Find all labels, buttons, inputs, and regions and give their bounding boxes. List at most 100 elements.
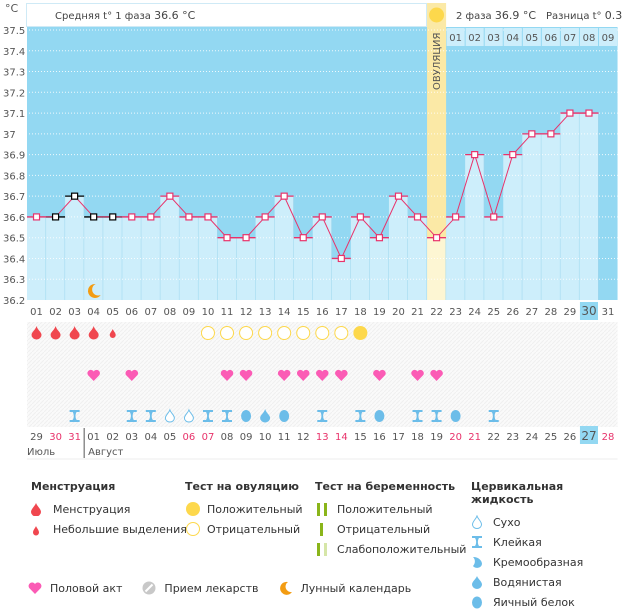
temperature-point[interactable] bbox=[223, 234, 231, 242]
temperature-bar bbox=[65, 196, 85, 300]
heart-icon bbox=[239, 369, 253, 381]
egg-white-icon bbox=[450, 410, 461, 422]
post-ovulation-cell bbox=[560, 28, 579, 46]
x-tick-label: 19 bbox=[373, 307, 386, 318]
temperature-point[interactable] bbox=[490, 213, 498, 221]
temperature-point[interactable] bbox=[394, 192, 403, 200]
ovulation-label: ОВУЛЯЦИЯ bbox=[432, 33, 443, 91]
calendar-date: 12 bbox=[297, 432, 310, 443]
phase1-value: 36.6 °C bbox=[154, 9, 195, 22]
temperature-point[interactable] bbox=[413, 213, 422, 221]
legend-label: Отрицательный bbox=[207, 522, 301, 536]
legend-pregnancy-test: Тест на беременность Положительный Отриц… bbox=[315, 480, 466, 559]
calendar-date: 21 bbox=[468, 432, 481, 443]
post-ovulation-day: 01 bbox=[449, 33, 462, 44]
x-tick-label: 06 bbox=[125, 307, 138, 318]
calendar-date: 17 bbox=[392, 432, 405, 443]
temperature-point[interactable] bbox=[547, 130, 555, 138]
temperature-point[interactable] bbox=[90, 213, 98, 221]
x-tick-label: 23 bbox=[449, 307, 462, 318]
legend-label: Отрицательный bbox=[337, 522, 431, 536]
temperature-point[interactable] bbox=[166, 192, 174, 200]
heart-icon bbox=[430, 369, 443, 381]
x-tick-label: 07 bbox=[144, 307, 157, 318]
temperature-bar bbox=[541, 133, 561, 300]
y-tick-label: 36.3 bbox=[3, 275, 25, 286]
heart-icon bbox=[125, 369, 139, 381]
y-tick-label: 37.1 bbox=[3, 109, 25, 120]
temperature-point[interactable] bbox=[71, 192, 79, 200]
temperature-point[interactable] bbox=[261, 213, 269, 221]
temperature-point[interactable] bbox=[585, 109, 593, 117]
sticky-icon bbox=[126, 410, 137, 422]
moon-icon bbox=[87, 283, 101, 298]
calendar-date: 03 bbox=[125, 432, 138, 443]
temperature-point[interactable] bbox=[204, 213, 212, 221]
x-tick-label: 09 bbox=[183, 307, 196, 318]
temperature-point[interactable] bbox=[128, 213, 136, 221]
temperature-point[interactable] bbox=[566, 109, 574, 117]
legend-label: Клейкая bbox=[493, 535, 542, 549]
x-tick-label: 31 bbox=[602, 307, 615, 318]
calendar-dates: 29 30 31 01 02 03 04 05 06 07 08 09 10 11 12 13 14 15 16 17… bbox=[27, 426, 618, 460]
y-tick-label: 37.4 bbox=[3, 47, 25, 58]
ovulation-test-negative-icon bbox=[296, 326, 311, 340]
temperature-point[interactable] bbox=[452, 213, 460, 221]
temperature-point[interactable] bbox=[528, 130, 536, 138]
calendar-date: 25 bbox=[545, 432, 558, 443]
temperature-point[interactable] bbox=[375, 234, 384, 242]
y-tick-label: 37 bbox=[3, 130, 16, 141]
temperature-point[interactable] bbox=[185, 213, 193, 221]
post-ovulation-day: 02 bbox=[468, 33, 481, 44]
legend-label: Слабоположительный bbox=[337, 542, 467, 556]
legend-title: Тест на беременность bbox=[315, 480, 456, 493]
x-tick-label: 11 bbox=[221, 307, 234, 318]
temperature-point[interactable] bbox=[471, 151, 479, 159]
post-ovulation-day: 07 bbox=[564, 33, 577, 44]
calendar-date: 14 bbox=[335, 432, 348, 443]
temperature-point[interactable] bbox=[432, 234, 441, 242]
calendar-date: 13 bbox=[316, 432, 329, 443]
temperature-bar bbox=[427, 237, 447, 300]
x-tick-label: 29 bbox=[564, 307, 577, 318]
legend-cervical-fluid: Цервикальная жидкость Сухо Клейкая Кремо… bbox=[471, 480, 626, 612]
menstruation-drop-icon bbox=[50, 326, 61, 340]
sticky-icon bbox=[69, 410, 80, 422]
temperature-point[interactable] bbox=[51, 213, 60, 221]
y-tick-label: 36.6 bbox=[3, 213, 25, 224]
ovulation-test-negative-icon bbox=[315, 326, 330, 340]
watery-drop-icon bbox=[260, 409, 271, 423]
two-lines-icon bbox=[317, 502, 327, 516]
temperature-point[interactable] bbox=[280, 192, 288, 200]
heart-icon bbox=[87, 369, 100, 381]
temperature-point[interactable] bbox=[509, 151, 517, 159]
x-tick-label: 21 bbox=[411, 307, 424, 318]
legend-item-moon: Лунный календарь bbox=[279, 581, 411, 595]
post-ovulation-cell bbox=[446, 28, 465, 46]
marker-rows bbox=[27, 322, 618, 427]
dry-drop-icon bbox=[164, 408, 175, 423]
x-tick-label: 14 bbox=[278, 307, 291, 318]
calendar-date: 31 bbox=[68, 432, 81, 443]
x-tick-label: 27 bbox=[525, 307, 538, 318]
ovulation-stripe bbox=[427, 3, 447, 238]
legend-item: Сухо bbox=[471, 512, 626, 532]
temperature-point[interactable] bbox=[337, 254, 345, 263]
temperature-point[interactable] bbox=[299, 234, 307, 242]
temperature-bar bbox=[236, 237, 256, 300]
temperature-point[interactable] bbox=[109, 213, 117, 221]
temperature-point[interactable] bbox=[32, 213, 41, 221]
temperature-point[interactable] bbox=[356, 213, 364, 221]
legend-item: Положительный bbox=[185, 499, 303, 519]
dry-drop-icon bbox=[471, 515, 483, 529]
current-day-highlight bbox=[579, 302, 598, 320]
post-ovulation-cell bbox=[484, 28, 503, 46]
egg-white-icon bbox=[374, 410, 385, 422]
sticky-icon bbox=[145, 410, 156, 422]
temperature-point[interactable] bbox=[318, 213, 326, 221]
temperature-bar bbox=[503, 154, 523, 300]
temperature-bar bbox=[217, 237, 237, 300]
temperature-point[interactable] bbox=[242, 234, 250, 242]
temperature-point[interactable] bbox=[147, 213, 155, 221]
temperature-bar bbox=[141, 216, 161, 300]
